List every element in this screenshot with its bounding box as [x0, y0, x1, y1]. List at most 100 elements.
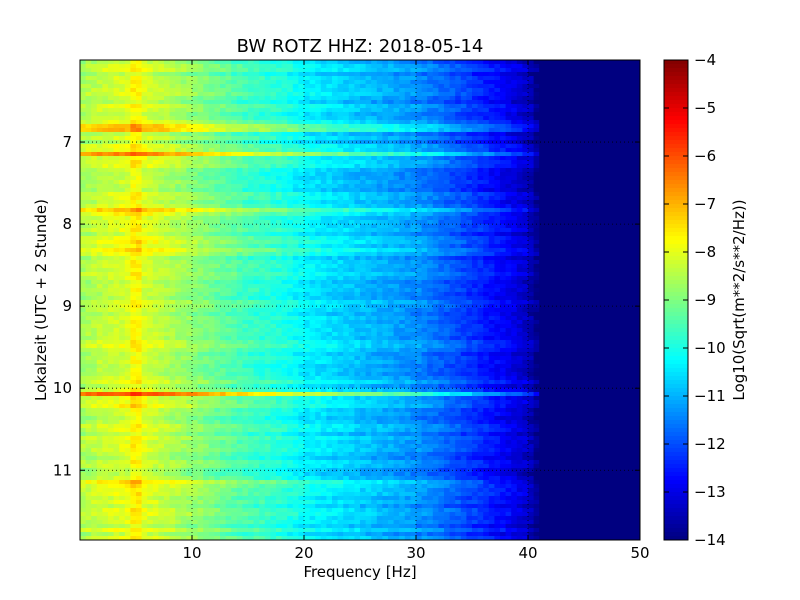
heatmap-cell — [96, 100, 103, 105]
heatmap-cell — [528, 120, 534, 125]
heatmap-cell — [152, 72, 159, 77]
heatmap-cell — [108, 216, 114, 221]
heatmap-cell — [197, 212, 204, 217]
heatmap-cell — [578, 104, 585, 109]
heatmap-cell — [556, 228, 562, 233]
heatmap-cell — [113, 128, 120, 133]
heatmap-cell — [444, 80, 450, 85]
heatmap-cell — [511, 68, 518, 73]
heatmap-cell — [427, 144, 434, 149]
heatmap-cell — [326, 76, 333, 81]
heatmap-cell — [287, 216, 294, 221]
heatmap-cell — [85, 216, 92, 221]
heatmap-cell — [80, 200, 86, 205]
heatmap-cell — [259, 88, 266, 93]
heatmap-cell — [343, 84, 350, 89]
heatmap-cell — [472, 252, 478, 257]
heatmap-cell — [292, 164, 299, 169]
heatmap-cell — [220, 112, 226, 117]
heatmap-cell — [606, 220, 613, 225]
heatmap-cell — [192, 128, 198, 133]
heatmap-cell — [365, 252, 372, 257]
heatmap-cell — [236, 96, 243, 101]
heatmap-cell — [169, 248, 176, 253]
heatmap-cell — [561, 208, 568, 213]
heatmap-cell — [528, 116, 534, 121]
heatmap-cell — [477, 232, 484, 237]
heatmap-cell — [438, 192, 445, 197]
heatmap-cell — [399, 140, 406, 145]
heatmap-cell — [287, 188, 294, 193]
heatmap-cell — [427, 220, 434, 225]
heatmap-cell — [147, 236, 154, 241]
heatmap-cell — [164, 80, 170, 85]
heatmap-cell — [315, 220, 322, 225]
heatmap-cell — [320, 184, 327, 189]
heatmap-cell — [175, 116, 182, 121]
heatmap-cell — [164, 68, 170, 73]
heatmap-cell — [113, 212, 120, 217]
heatmap-cell — [281, 128, 288, 133]
heatmap-cell — [141, 232, 148, 237]
heatmap-cell — [102, 184, 109, 189]
heatmap-cell — [236, 200, 243, 205]
heatmap-cell — [410, 216, 417, 221]
heatmap-cell — [567, 124, 574, 129]
heatmap-cell — [236, 192, 243, 197]
heatmap-cell — [242, 108, 249, 113]
heatmap-cell — [438, 144, 445, 149]
heatmap-cell — [236, 84, 243, 89]
heatmap-cell — [472, 220, 478, 225]
heatmap-cell — [332, 180, 338, 185]
heatmap-cell — [164, 172, 170, 177]
heatmap-cell — [80, 240, 86, 245]
heatmap-cell — [80, 220, 86, 225]
heatmap-cell — [108, 112, 114, 117]
heatmap-cell — [248, 160, 254, 165]
heatmap-cell — [578, 224, 585, 229]
heatmap-cell — [578, 236, 585, 241]
heatmap-cell — [337, 152, 344, 157]
heatmap-cell — [371, 132, 378, 137]
heatmap-cell — [595, 84, 602, 89]
heatmap-cell — [584, 128, 590, 133]
heatmap-cell — [253, 232, 260, 237]
heatmap-cell — [348, 228, 355, 233]
heatmap-cell — [348, 176, 355, 181]
heatmap-cell — [528, 112, 534, 117]
heatmap-cell — [528, 100, 534, 105]
heatmap-cell — [466, 68, 473, 73]
heatmap-cell — [208, 72, 215, 77]
heatmap-cell — [511, 100, 518, 105]
heatmap-cell — [365, 188, 372, 193]
heatmap-cell — [539, 228, 546, 233]
heatmap-cell — [113, 84, 120, 89]
heatmap-cell — [85, 192, 92, 197]
heatmap-cell — [304, 176, 310, 181]
heatmap-cell — [600, 80, 607, 85]
heatmap-cell — [180, 80, 187, 85]
heatmap-cell — [158, 240, 165, 245]
heatmap-cell — [382, 76, 389, 81]
heatmap-cell — [147, 148, 154, 153]
heatmap-cell — [348, 76, 355, 81]
heatmap-cell — [460, 84, 467, 89]
heatmap-cell — [231, 252, 238, 257]
heatmap-cell — [500, 152, 506, 157]
heatmap-cell — [410, 156, 417, 161]
heatmap-cell — [466, 112, 473, 117]
heatmap-cell — [455, 68, 462, 73]
heatmap-cell — [371, 256, 378, 261]
heatmap-cell — [225, 108, 232, 113]
heatmap-cell — [292, 124, 299, 129]
heatmap-cell — [399, 76, 406, 81]
heatmap-cell — [298, 180, 305, 185]
heatmap-cell — [354, 184, 361, 189]
heatmap-cell — [572, 104, 579, 109]
heatmap-cell — [444, 244, 450, 249]
heatmap-cell — [589, 248, 596, 253]
heatmap-cell — [343, 156, 350, 161]
heatmap-cell — [315, 192, 322, 197]
heatmap-cell — [332, 92, 338, 97]
heatmap-cell — [511, 184, 518, 189]
